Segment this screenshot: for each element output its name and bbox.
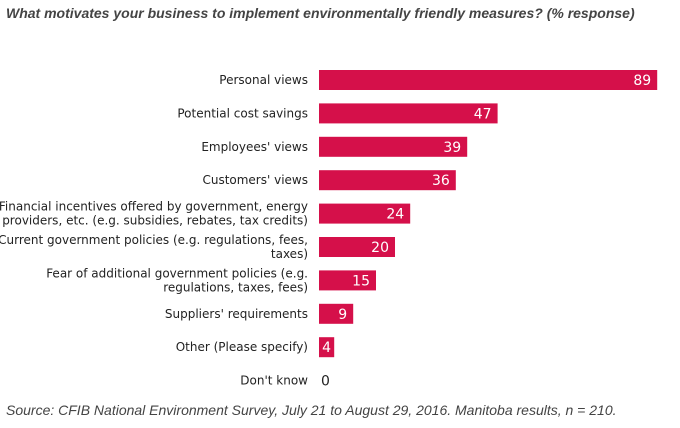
category-label-2: Employees' views — [201, 140, 308, 154]
bar-2 — [319, 136, 468, 157]
value-label-8: 4 — [322, 340, 331, 356]
value-label-3: 36 — [432, 173, 450, 189]
category-label-7-line-0: Suppliers' requirements — [165, 307, 308, 321]
value-label-2: 39 — [443, 140, 461, 156]
category-label-4: Financial incentives offered by governme… — [0, 200, 308, 228]
bar-5 — [319, 237, 395, 257]
category-label-0-line-0: Personal views — [219, 73, 308, 87]
category-label-7: Suppliers' requirements — [165, 307, 308, 321]
category-label-3: Customers' views — [202, 173, 308, 187]
value-label-7: 9 — [338, 307, 347, 323]
category-label-4-line-1: providers, etc. (e.g. subsidies, rebates… — [2, 214, 308, 228]
category-label-1: Potential cost savings — [177, 106, 308, 120]
category-label-9: Don't know — [240, 374, 308, 388]
category-label-6: Fear of additional government policies (… — [46, 266, 308, 294]
category-label-5-line-0: Current government policies (e.g. regula… — [0, 233, 308, 247]
category-label-1-line-0: Potential cost savings — [177, 106, 308, 120]
value-label-9: 0 — [321, 374, 330, 390]
category-label-8: Other (Please specify) — [176, 340, 308, 354]
category-label-0: Personal views — [219, 73, 308, 87]
category-label-5-line-1: taxes) — [271, 247, 308, 261]
source-note: Source: CFIB National Environment Survey… — [6, 402, 617, 418]
bar-0 — [319, 70, 658, 90]
value-label-5: 20 — [371, 240, 389, 256]
bar-3 — [319, 170, 456, 191]
category-label-5: Current government policies (e.g. regula… — [0, 233, 308, 261]
bar-6 — [319, 270, 376, 291]
category-label-8-line-0: Other (Please specify) — [176, 340, 308, 354]
value-label-0: 89 — [633, 73, 651, 89]
value-label-1: 47 — [474, 106, 492, 122]
category-label-2-line-0: Employees' views — [201, 140, 308, 154]
category-label-4-line-0: Financial incentives offered by governme… — [0, 200, 308, 214]
value-label-6: 15 — [352, 273, 370, 289]
category-label-6-line-0: Fear of additional government policies (… — [46, 266, 308, 280]
value-label-4: 24 — [386, 207, 404, 223]
category-label-9-line-0: Don't know — [240, 374, 308, 388]
category-label-6-line-1: regulations, taxes, fees) — [163, 280, 308, 294]
category-label-3-line-0: Customers' views — [202, 173, 308, 187]
bar-1 — [319, 103, 498, 124]
chart-title: What motivates your business to implemen… — [6, 5, 635, 21]
bar-7 — [319, 303, 354, 324]
bar-4 — [319, 203, 411, 224]
bar-8 — [319, 337, 335, 358]
